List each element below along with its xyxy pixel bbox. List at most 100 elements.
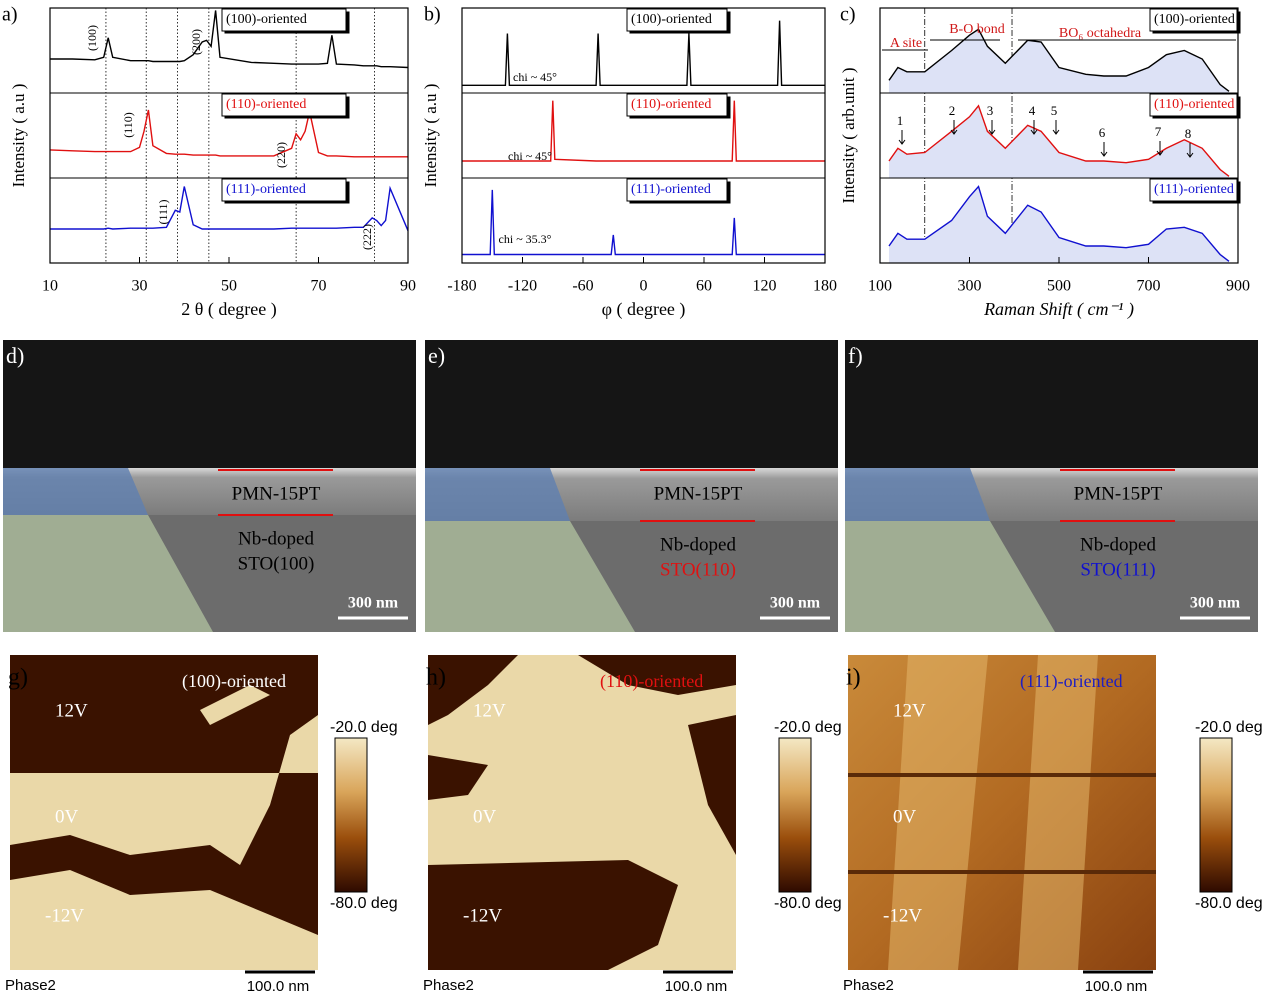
colorbar-label: -20.0 deg bbox=[1195, 719, 1263, 736]
x-tick-label: 100 bbox=[868, 278, 892, 295]
legend-box bbox=[1149, 178, 1238, 202]
annotation-arrow bbox=[1052, 120, 1060, 135]
panel-label: g) bbox=[8, 665, 28, 691]
pfm-domain bbox=[200, 685, 270, 725]
series-line bbox=[888, 185, 1230, 262]
panel-label: d) bbox=[6, 343, 24, 368]
pfm-domain bbox=[1018, 655, 1098, 970]
series-line bbox=[462, 20, 825, 86]
legend-label: (110)-oriented bbox=[631, 97, 711, 112]
panel-label: e) bbox=[428, 343, 445, 368]
legend-box bbox=[1149, 8, 1238, 32]
scale-bar-label: 300 nm bbox=[348, 595, 399, 612]
annotation: 4 bbox=[1029, 103, 1036, 118]
sem-substrate-highlight bbox=[3, 515, 213, 632]
x-tick-label: 700 bbox=[1137, 278, 1161, 295]
annotation: (222) bbox=[360, 224, 374, 250]
voltage-label: 0V bbox=[473, 806, 497, 827]
pfm-domain bbox=[428, 860, 678, 970]
sem-substrate-highlight bbox=[425, 521, 635, 632]
annotation: 5 bbox=[1051, 103, 1058, 118]
pfm-domain bbox=[688, 715, 736, 855]
annotation: 2 bbox=[949, 103, 956, 118]
voltage-label: 0V bbox=[55, 806, 79, 827]
series-line bbox=[888, 28, 1230, 92]
pfm-band bbox=[848, 773, 1156, 777]
legend-box bbox=[221, 93, 347, 117]
scale-bar-label: 300 nm bbox=[770, 595, 821, 612]
annotation: (110) bbox=[121, 112, 135, 138]
voltage-label: 12V bbox=[473, 700, 506, 721]
annotation: chi ~ 35.3° bbox=[499, 232, 552, 246]
legend-box bbox=[1149, 93, 1238, 117]
annotation-arrow bbox=[1156, 141, 1164, 156]
annotation: 1 bbox=[897, 113, 904, 128]
legend-label: (111)-oriented bbox=[226, 182, 306, 197]
region-label: A site bbox=[890, 36, 922, 51]
x-axis-label: 2 θ ( degree ) bbox=[181, 299, 277, 320]
annotation-arrow bbox=[1100, 142, 1108, 157]
substrate-label: Nb-doped bbox=[238, 528, 314, 549]
substrate-label: STO(100) bbox=[238, 553, 315, 574]
panel-label: h) bbox=[426, 665, 446, 691]
x-tick-label: 50 bbox=[221, 278, 237, 295]
substrate-label: STO(111) bbox=[1080, 559, 1155, 580]
channel-label: Phase2 bbox=[843, 977, 894, 994]
voltage-label: 0V bbox=[893, 806, 917, 827]
annotation: chi ~ 45° bbox=[513, 70, 557, 84]
voltage-label: 12V bbox=[893, 700, 926, 721]
panel-label: i) bbox=[846, 665, 861, 691]
series-line bbox=[50, 10, 409, 69]
x-tick-label: 900 bbox=[1226, 278, 1250, 295]
x-tick-label: 180 bbox=[813, 278, 837, 295]
film-label: PMN-15PT bbox=[232, 483, 321, 504]
legend-label: (100)-oriented bbox=[226, 12, 307, 27]
x-tick-label: 0 bbox=[640, 278, 648, 295]
colorbar bbox=[334, 737, 368, 893]
film-label: PMN-15PT bbox=[654, 483, 743, 504]
region-arrow bbox=[882, 39, 1236, 51]
y-axis-label: Intensity ( arb.unit ) bbox=[839, 68, 858, 204]
colorbar-label: -80.0 deg bbox=[774, 895, 842, 912]
legend-label: (111)-oriented bbox=[1154, 182, 1234, 197]
annotation-arrow bbox=[898, 130, 906, 145]
substrate-label: Nb-doped bbox=[660, 534, 736, 555]
y-axis-label: Intensity ( a.u ) bbox=[9, 84, 28, 188]
x-tick-label: 90 bbox=[400, 278, 416, 295]
region-label: BO₆ octahedra bbox=[1059, 26, 1142, 41]
legend-box bbox=[221, 8, 347, 32]
channel-label: Phase2 bbox=[423, 977, 474, 994]
annotation-arrow bbox=[950, 120, 958, 135]
series-line bbox=[50, 185, 409, 231]
series-line bbox=[888, 104, 1230, 177]
scale-bar-label: 100.0 nm bbox=[1085, 978, 1148, 995]
sem-film-highlight bbox=[845, 468, 990, 521]
sem-film-highlight bbox=[3, 468, 148, 515]
substrate-label: STO(110) bbox=[660, 559, 736, 580]
channel-label: Phase2 bbox=[5, 977, 56, 994]
series-line bbox=[462, 100, 825, 162]
colorbar-label: -20.0 deg bbox=[774, 719, 842, 736]
series-area bbox=[888, 186, 1230, 263]
legend-box bbox=[221, 178, 347, 202]
legend-label: (110)-oriented bbox=[1154, 97, 1234, 112]
scale-bar-label: 300 nm bbox=[1190, 595, 1241, 612]
x-axis-label: Raman Shift ( cm⁻¹ ) bbox=[983, 299, 1134, 320]
x-tick-label: 300 bbox=[958, 278, 982, 295]
pfm-domain bbox=[10, 870, 318, 970]
annotation: (111) bbox=[156, 199, 170, 224]
pfm-title: (110)-oriented bbox=[600, 671, 703, 692]
plot-frame bbox=[49, 7, 409, 264]
x-tick-label: 10 bbox=[42, 278, 58, 295]
annotation: (200) bbox=[189, 29, 203, 55]
legend-box bbox=[626, 93, 728, 117]
series-line bbox=[49, 109, 408, 158]
voltage-label: -12V bbox=[463, 905, 502, 926]
pfm-band bbox=[848, 870, 1156, 874]
pfm-domain bbox=[888, 655, 988, 970]
annotation: 7 bbox=[1155, 124, 1162, 139]
pfm-domain bbox=[428, 655, 518, 725]
panel-label: c) bbox=[840, 4, 856, 26]
annotation: (220) bbox=[274, 142, 288, 168]
